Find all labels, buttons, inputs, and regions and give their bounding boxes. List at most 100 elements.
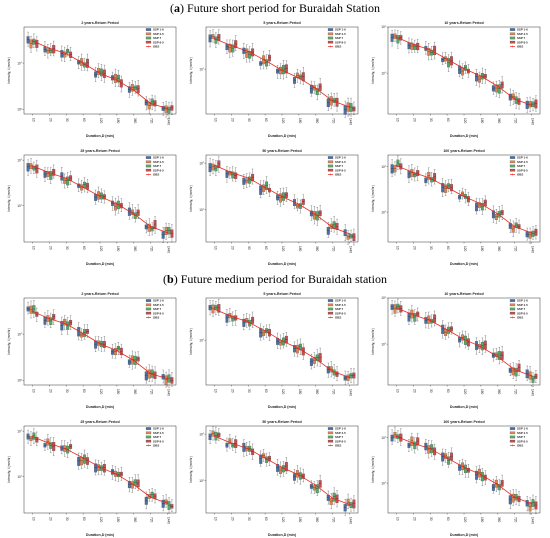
- x-tick-label: 1440: [531, 517, 535, 524]
- obs-marker: [213, 308, 216, 311]
- box-mark: [228, 167, 232, 179]
- box-mark: [480, 67, 484, 84]
- chart-panel: 100 years-Return Period 101 102 10 20 30 60 120…: [368, 416, 546, 538]
- obs-marker: [264, 59, 267, 62]
- legend-label: SSP 4-5: [335, 32, 346, 36]
- box-mark: [335, 366, 339, 382]
- obs-marker: [31, 310, 34, 313]
- obs-marker: [132, 359, 135, 362]
- box-mark: [352, 368, 356, 384]
- box-mark: [346, 230, 350, 245]
- obs-marker: [65, 52, 68, 55]
- legend-swatch: [145, 307, 152, 311]
- obs-marker: [247, 176, 250, 179]
- box-mark: [153, 489, 157, 504]
- chart-panel: 10 years-Return Period 101 102 10 20 30 60 120 1…: [368, 17, 546, 139]
- box-mark: [248, 172, 252, 188]
- x-tick-label: 30: [429, 246, 433, 250]
- box-mark: [69, 439, 73, 452]
- box-mark: [491, 205, 495, 223]
- box-mark: [66, 45, 70, 57]
- legend-label: SSP 8-5: [517, 439, 528, 443]
- box-mark: [113, 68, 117, 87]
- x-tick-label: 720: [150, 118, 154, 124]
- box-mark: [447, 179, 451, 193]
- x-tick-label: 720: [514, 389, 518, 395]
- obs-marker: [331, 497, 334, 500]
- chart-title: 50 years-Return Period: [262, 149, 301, 153]
- box-mark: [211, 300, 215, 318]
- obs-marker: [446, 328, 449, 331]
- x-tick-label: 20: [48, 389, 52, 393]
- box-mark: [153, 216, 157, 234]
- x-tick-label: 720: [332, 246, 336, 252]
- box-mark: [217, 156, 221, 173]
- box-mark: [268, 50, 271, 66]
- x-tick-label: 120: [463, 389, 467, 395]
- box-mark: [245, 313, 249, 328]
- box-mark: [463, 460, 467, 478]
- box-mark: [208, 300, 212, 316]
- box-mark: [279, 334, 283, 350]
- x-tick-label: 180: [116, 246, 120, 252]
- y-axis-label: Intensity, I (mm/hr): [371, 57, 375, 83]
- box-mark: [393, 29, 397, 42]
- y-tick-label: 101: [381, 210, 387, 214]
- x-axis-label: Duration,D (min): [268, 134, 297, 138]
- legend-swatch: [145, 435, 152, 439]
- legend-label: SSP 4-5: [153, 32, 164, 36]
- box-mark: [217, 29, 221, 45]
- box-mark: [416, 166, 420, 181]
- legend-label: SSP 7: [153, 164, 162, 168]
- box-mark: [130, 80, 134, 96]
- box-mark: [343, 370, 347, 385]
- legend-swatch: [145, 164, 152, 168]
- obs-marker: [230, 442, 233, 445]
- box-mark: [517, 93, 521, 110]
- x-tick-label: 10: [395, 246, 399, 250]
- box-mark: [517, 219, 521, 234]
- y-tick-label: 102: [199, 161, 205, 165]
- x-tick-label: 30: [247, 118, 251, 122]
- box-mark: [399, 301, 403, 316]
- box-mark: [441, 320, 445, 339]
- box-mark: [164, 222, 168, 240]
- legend-label: SSP 7: [153, 36, 162, 40]
- obs-marker: [115, 349, 118, 352]
- box-mark: [225, 166, 229, 183]
- chart-panel: 2 years-Return Period 100 101 10 20 30 60 120 18…: [4, 288, 182, 410]
- box-mark: [133, 351, 137, 369]
- obs-marker: [99, 72, 101, 75]
- y-tick-label: 102: [381, 296, 387, 300]
- box-mark: [279, 63, 283, 79]
- x-tick-label: 720: [150, 517, 154, 523]
- chart-panel: 25 years-Return Period 101 102 10 20 30 60 120 1…: [4, 145, 182, 267]
- box-mark: [528, 366, 532, 383]
- obs-marker: [429, 447, 432, 450]
- box-mark: [508, 88, 512, 106]
- obs-marker: [496, 212, 499, 215]
- box-mark: [390, 159, 394, 177]
- box-mark: [475, 197, 478, 215]
- box-mark: [508, 219, 512, 233]
- obs-marker: [82, 62, 85, 65]
- box-mark: [259, 57, 263, 70]
- y-axis-label: Intensity, I (mm/hr): [371, 328, 375, 354]
- x-tick-label: 20: [412, 118, 416, 122]
- obs-marker: [247, 321, 250, 324]
- box-mark: [332, 93, 336, 107]
- legend-label: OBS: [335, 316, 341, 320]
- y-tick-label: 102: [381, 165, 387, 169]
- box-mark: [312, 206, 316, 225]
- y-axis-label: Intensity, I (mm/hr): [189, 456, 193, 482]
- y-tick-label: 101: [381, 71, 387, 75]
- box-mark: [494, 209, 498, 224]
- x-tick-label: 30: [65, 246, 69, 250]
- x-tick-label: 180: [480, 246, 484, 252]
- x-tick-label: 60: [82, 246, 86, 250]
- box-mark: [441, 448, 445, 466]
- box-mark: [170, 372, 174, 387]
- obs-marker: [530, 502, 533, 505]
- box-mark: [248, 441, 252, 455]
- obs-marker: [412, 313, 415, 316]
